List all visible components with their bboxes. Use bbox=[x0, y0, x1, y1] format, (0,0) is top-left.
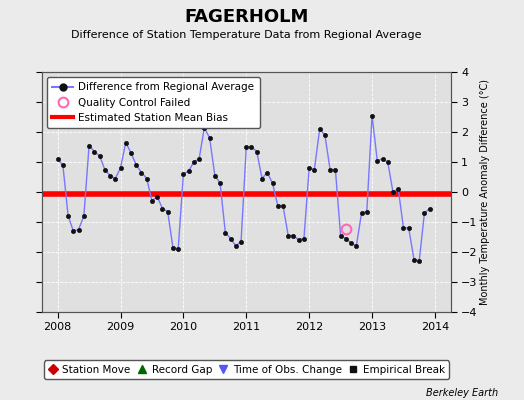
Text: FAGERHOLM: FAGERHOLM bbox=[184, 8, 309, 26]
Legend: Difference from Regional Average, Quality Control Failed, Estimated Station Mean: Difference from Regional Average, Qualit… bbox=[47, 77, 259, 128]
Text: Berkeley Earth: Berkeley Earth bbox=[425, 388, 498, 398]
Text: Difference of Station Temperature Data from Regional Average: Difference of Station Temperature Data f… bbox=[71, 30, 421, 40]
Legend: Station Move, Record Gap, Time of Obs. Change, Empirical Break: Station Move, Record Gap, Time of Obs. C… bbox=[43, 360, 449, 379]
Y-axis label: Monthly Temperature Anomaly Difference (°C): Monthly Temperature Anomaly Difference (… bbox=[481, 79, 490, 305]
